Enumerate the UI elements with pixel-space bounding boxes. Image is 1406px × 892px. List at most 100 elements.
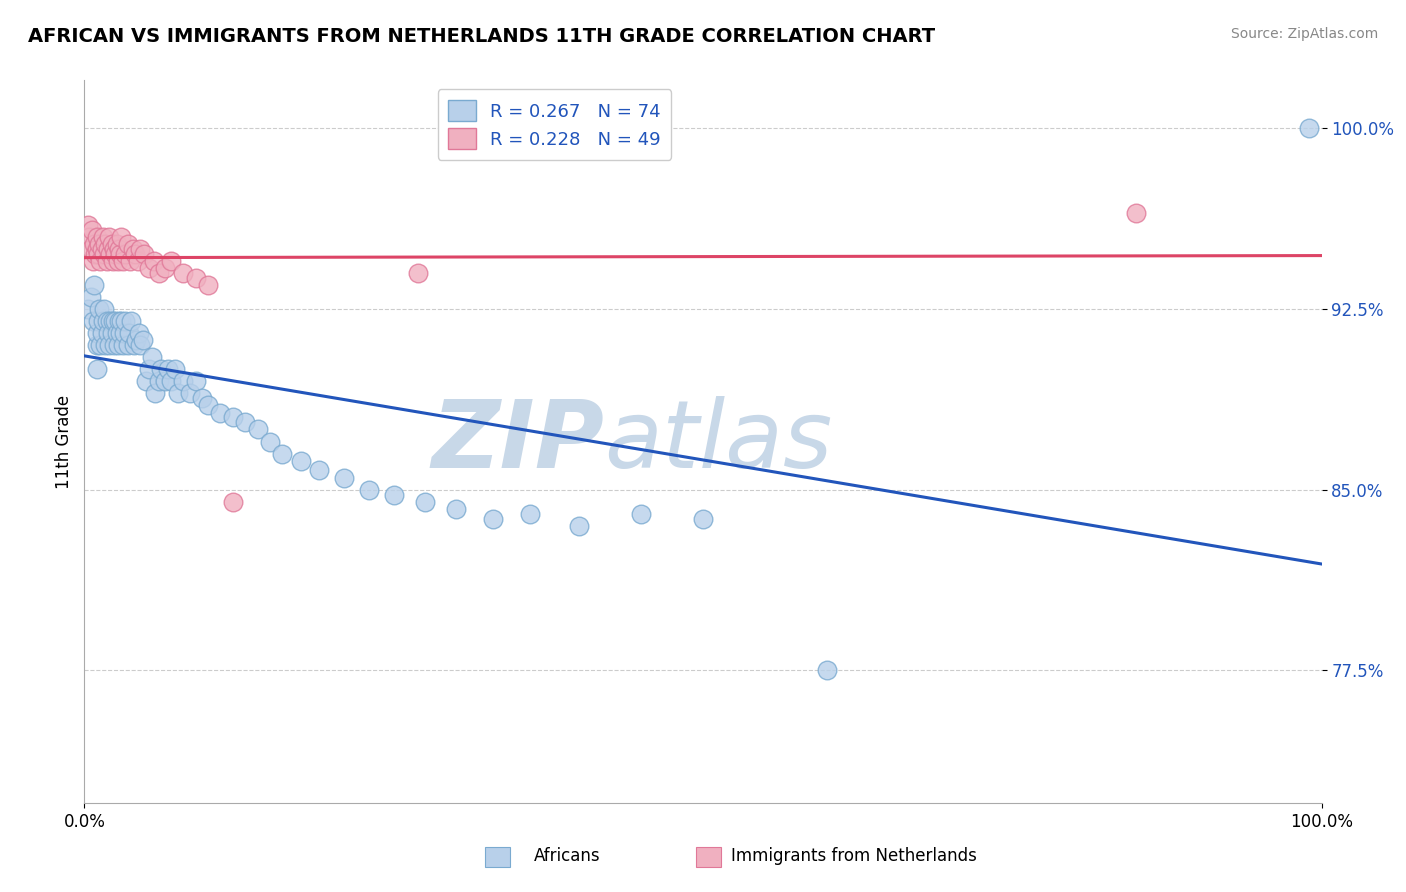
Point [103,338,125,352]
Text: AFRICAN VS IMMIGRANTS FROM NETHERLANDS 11TH GRADE CORRELATION CHART: AFRICAN VS IMMIGRANTS FROM NETHERLANDS 1… [28,27,935,45]
Point [131,334,153,348]
Point [444,502,467,516]
Point [271,447,294,461]
Point [86,338,108,352]
Point [481,511,503,525]
Point [105,326,128,341]
Point [110,230,132,244]
Point [89,302,111,317]
Point [98,230,121,244]
Point [96,254,118,268]
Point [122,338,145,352]
Point [98,338,121,352]
Point [142,254,165,268]
Point [86,362,108,376]
Point [124,246,146,260]
Point [209,406,232,420]
Point [83,277,105,292]
Point [107,254,129,268]
Point [121,242,143,256]
Point [128,326,150,341]
Point [290,454,312,468]
Point [90,242,112,256]
Point [97,242,120,256]
Point [153,375,176,389]
Legend: R = 0.267   N = 74, R = 0.228   N = 49: R = 0.267 N = 74, R = 0.228 N = 49 [437,89,672,160]
Point [87,314,110,328]
Text: atlas: atlas [605,396,832,487]
Point [91,314,114,328]
Point [89,338,111,352]
Point [105,237,128,252]
Point [79,230,101,244]
Point [84,246,107,260]
Point [108,242,131,256]
Point [630,507,652,521]
Point [148,375,170,389]
Point [111,254,134,268]
Point [96,314,118,328]
Point [89,254,111,268]
Point [1298,121,1320,136]
Point [184,375,207,389]
Point [110,314,132,328]
Point [138,362,160,376]
Point [382,487,405,501]
Point [89,237,111,252]
Point [114,246,136,260]
Point [117,237,139,252]
Point [82,314,104,328]
Point [143,386,166,401]
Point [222,495,245,509]
Point [163,362,186,376]
Point [79,290,101,304]
Point [357,483,380,497]
Point [90,326,112,341]
Point [157,362,180,376]
Point [118,326,141,341]
Point [98,246,121,260]
Point [568,519,591,533]
Point [153,261,176,276]
Point [107,338,129,352]
Point [167,386,190,401]
Point [77,218,100,232]
Point [172,266,194,280]
Point [129,338,152,352]
Point [160,254,183,268]
Point [114,314,136,328]
Point [1125,205,1147,219]
Point [86,242,108,256]
Point [519,507,541,521]
Point [93,246,115,260]
Point [692,511,714,525]
Point [132,246,155,260]
Point [125,334,148,348]
Point [815,664,838,678]
Point [110,246,132,260]
Point [222,410,245,425]
Point [233,415,256,429]
Point [103,242,125,256]
Point [79,242,101,256]
Point [246,423,269,437]
Point [160,375,183,389]
Point [86,326,108,341]
Point [413,495,436,509]
Point [112,326,135,341]
Point [93,302,115,317]
Point [104,314,127,328]
Point [333,470,356,484]
Point [100,326,122,341]
Point [110,326,132,341]
Text: Immigrants from Netherlands: Immigrants from Netherlands [731,847,977,865]
Point [197,277,219,292]
Point [82,254,104,268]
Point [120,254,142,268]
Point [101,254,124,268]
Point [91,230,114,244]
Point [197,398,219,412]
Point [100,237,122,252]
Point [108,314,131,328]
Point [135,375,157,389]
